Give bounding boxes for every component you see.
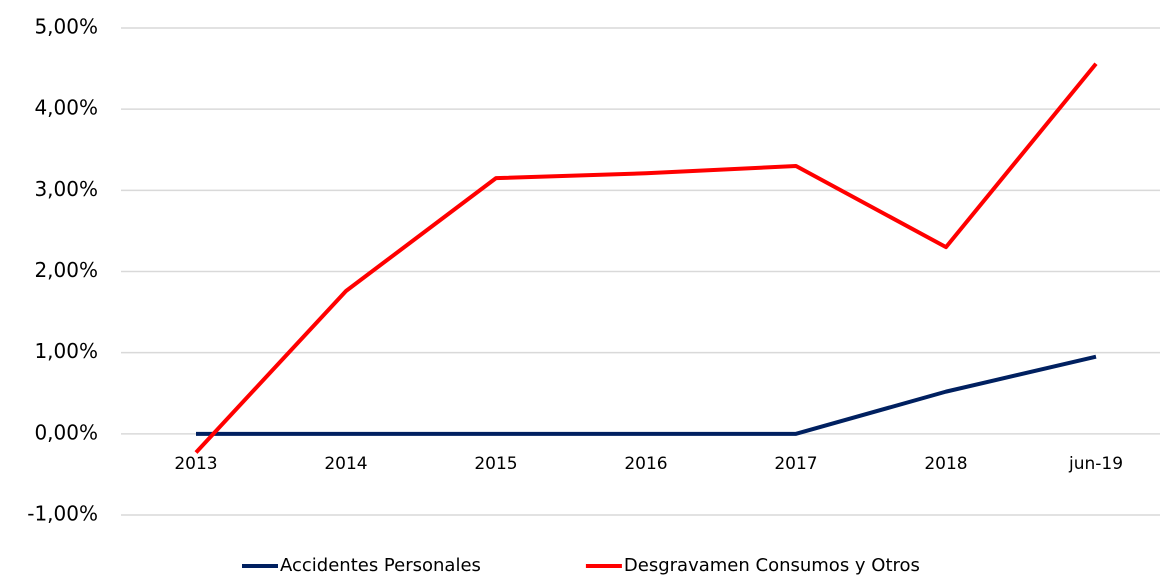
x-tick-label: 2014	[324, 454, 367, 474]
x-tick-label: 2015	[474, 454, 517, 474]
x-tick-label: 2017	[774, 454, 817, 474]
y-tick-label: 2,00%	[34, 258, 98, 282]
y-tick-label: 3,00%	[34, 177, 98, 201]
y-tick-label: 1,00%	[34, 339, 98, 363]
y-tick-label: -1,00%	[27, 502, 98, 526]
legend-label: Accidentes Personales	[280, 555, 481, 576]
x-tick-label: 2018	[924, 454, 967, 474]
y-tick-label: 4,00%	[34, 96, 98, 120]
line-series	[194, 62, 1098, 454]
y-tick-label: 0,00%	[34, 420, 98, 444]
x-tick-label: 2013	[174, 454, 217, 474]
y-tick-label: 5,00%	[34, 15, 98, 39]
x-tick-label: jun-19	[1068, 454, 1123, 474]
x-tick-label: 2016	[624, 454, 667, 474]
line-series	[196, 354, 1097, 436]
legend-label: Desgravamen Consumos y Otros	[624, 555, 920, 576]
